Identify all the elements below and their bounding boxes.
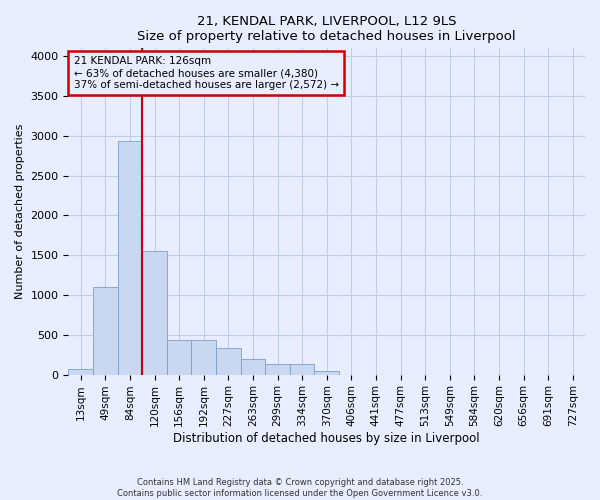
Y-axis label: Number of detached properties: Number of detached properties [15, 124, 25, 299]
X-axis label: Distribution of detached houses by size in Liverpool: Distribution of detached houses by size … [173, 432, 480, 445]
Bar [142, 252, 167, 374]
Title: 21, KENDAL PARK, LIVERPOOL, L12 9LS
Size of property relative to detached houses: 21, KENDAL PARK, LIVERPOOL, L12 9LS Size… [137, 15, 516, 43]
Bar [241, 358, 265, 374]
Bar [68, 368, 93, 374]
Bar [118, 142, 142, 374]
Text: Contains HM Land Registry data © Crown copyright and database right 2025.
Contai: Contains HM Land Registry data © Crown c… [118, 478, 482, 498]
Bar [93, 287, 118, 374]
Bar [290, 364, 314, 374]
Bar [216, 348, 241, 374]
Bar [265, 364, 290, 374]
Bar [191, 340, 216, 374]
Bar [314, 370, 339, 374]
Text: 21 KENDAL PARK: 126sqm
← 63% of detached houses are smaller (4,380)
37% of semi-: 21 KENDAL PARK: 126sqm ← 63% of detached… [74, 56, 338, 90]
Bar [167, 340, 191, 374]
